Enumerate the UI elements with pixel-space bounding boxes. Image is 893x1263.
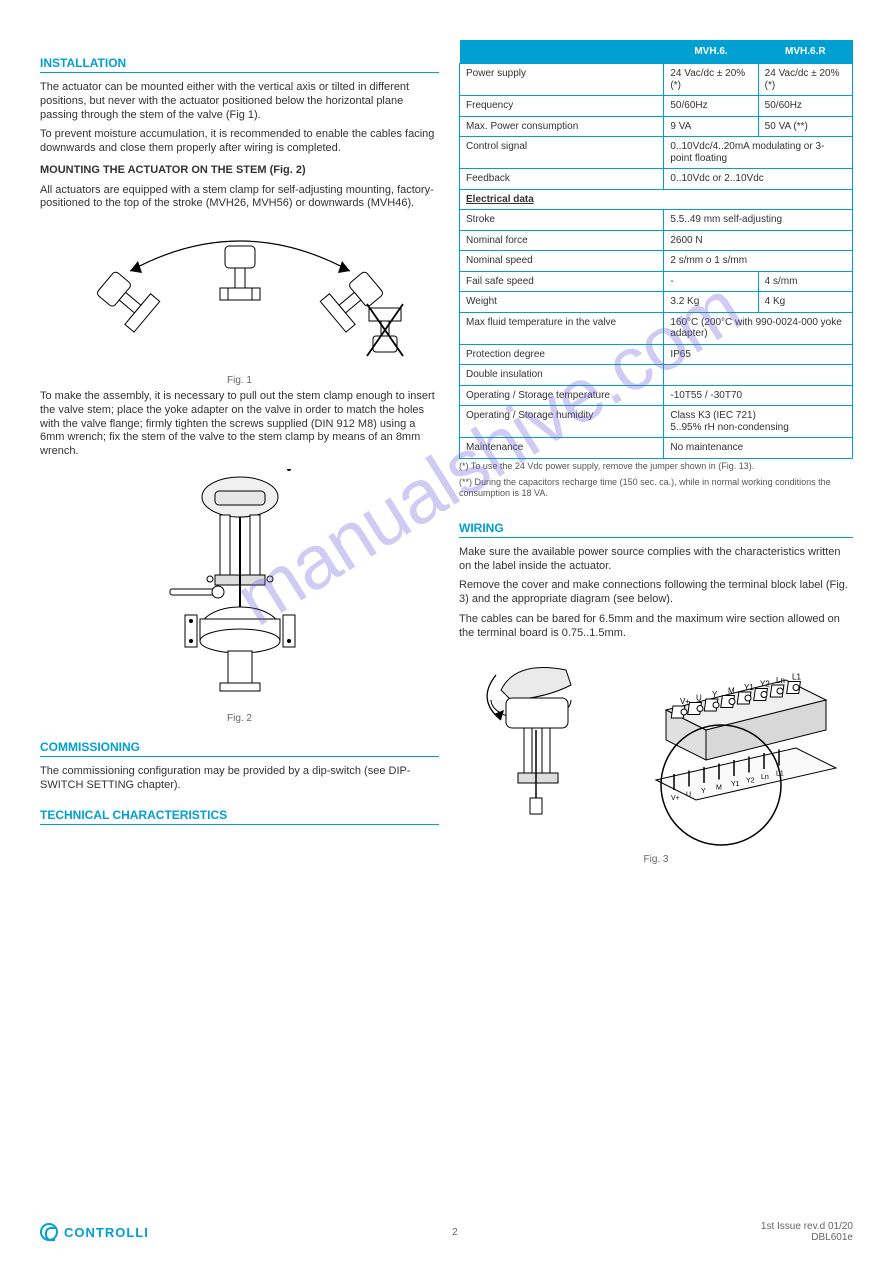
table-row-label: Fail safe speed	[460, 271, 664, 292]
commissioning-heading: COMMISSIONING	[40, 738, 439, 757]
fig3-svg: V+ U Y M Y1 Y2 Ln L1 V+ U Y M Y1 Y2 Ln L1	[466, 650, 846, 850]
table-row-v2: 50/60Hz	[758, 96, 852, 117]
th-mvh6r: MVH.6.R	[758, 40, 852, 64]
table-row-value: No maintenance	[664, 438, 853, 459]
table-row-label: Stroke	[460, 210, 664, 231]
para-wiring-2: Remove the cover and make connections fo…	[459, 579, 853, 607]
table-row-value: IP65	[664, 344, 853, 365]
table-row-label: Nominal force	[460, 230, 664, 251]
logo-mark-icon	[40, 1223, 58, 1241]
para-mounting-1: All actuators are equipped with a stem c…	[40, 184, 439, 212]
table-row-label: Max. Power consumption	[460, 116, 664, 137]
para-commissioning: The commissioning configuration may be p…	[40, 765, 439, 793]
table-row-label: Frequency	[460, 96, 664, 117]
table-row-value: 0..10Vdc or 2..10Vdc	[664, 169, 853, 190]
table-row-v1: -	[664, 271, 758, 292]
svg-text:Ln: Ln	[761, 774, 769, 781]
fig1-svg	[70, 221, 410, 371]
th-blank	[460, 40, 664, 64]
table-row-label: Weight	[460, 292, 664, 313]
table-row-label: Control signal	[460, 137, 664, 169]
para-wiring-3: The cables can be bared for 6.5mm and th…	[459, 613, 853, 641]
table-row-v1: 24 Vac/dc ± 20% (*)	[664, 64, 758, 96]
table-row-v1: 3.2 Kg	[664, 292, 758, 313]
figure-3: V+ U Y M Y1 Y2 Ln L1 V+ U Y M Y1 Y2 Ln L1 Fig. 3	[459, 650, 853, 865]
svg-text:M: M	[716, 785, 722, 792]
para-mounting-2: To make the assembly, it is necessary to…	[40, 390, 439, 459]
tech-characteristics-table: MVH.6. MVH.6.R Power supply24 Vac/dc ± 2…	[459, 40, 853, 459]
mounting-subheading: MOUNTING THE ACTUATOR ON THE STEM (Fig. …	[40, 164, 439, 178]
fig2-caption: Fig. 2	[227, 713, 252, 724]
svg-text:Y2: Y2	[760, 680, 770, 689]
table-row-v1: 50/60Hz	[664, 96, 758, 117]
logo-text: CONTROLLI	[64, 1225, 149, 1240]
figure-1: Fig. 1	[40, 221, 439, 386]
table-row-value: -10T55 / -30T70	[664, 385, 853, 406]
table-row-value	[664, 365, 853, 386]
table-row-label: Operating / Storage humidity	[460, 406, 664, 438]
table-row-v2: 24 Vac/dc ± 20% (*)	[758, 64, 852, 96]
table-row-label: Protection degree	[460, 344, 664, 365]
svg-text:U: U	[696, 694, 702, 703]
para-installation-2: To prevent moisture accumulation, it is …	[40, 128, 439, 156]
table-row-label: Power supply	[460, 64, 664, 96]
para-wiring-1: Make sure the available power source com…	[459, 546, 853, 574]
table-footnote-2: (**) During the capacitors recharge time…	[459, 477, 853, 499]
svg-text:M: M	[728, 687, 735, 696]
table-row-v2: 4 s/mm	[758, 271, 852, 292]
svg-text:V+: V+	[671, 795, 680, 802]
table-row-value: 160°C (200°C with 990-0024-000 yoke adap…	[664, 312, 853, 344]
table-row-v2: 50 VA (**)	[758, 116, 852, 137]
svg-text:Y: Y	[701, 788, 706, 795]
wiring-heading: WIRING	[459, 519, 853, 538]
table-row-value: 2 s/mm o 1 s/mm	[664, 251, 853, 272]
table-row-value: 5.5..49 mm self-adjusting	[664, 210, 853, 231]
svg-text:U: U	[686, 792, 691, 799]
table-row-v2: 4 Kg	[758, 292, 852, 313]
doc-code: DBL601e	[761, 1232, 853, 1243]
th-mvh6: MVH.6.	[664, 40, 758, 64]
svg-text:Ln: Ln	[776, 676, 785, 685]
installation-heading: INSTALLATION	[40, 54, 439, 73]
svg-text:Y2: Y2	[746, 778, 755, 785]
table-row-v1: 9 VA	[664, 116, 758, 137]
edition-text: 1st Issue rev.d 01/20	[761, 1221, 853, 1232]
svg-text:L1: L1	[792, 673, 801, 682]
table-row-label: Max fluid temperature in the valve	[460, 312, 664, 344]
fig1-caption: Fig. 1	[227, 375, 252, 386]
svg-text:L1: L1	[776, 771, 784, 778]
table-row-label: Double insulation	[460, 365, 664, 386]
para-installation-1: The actuator can be mounted either with …	[40, 81, 439, 122]
page-footer: CONTROLLI 2 1st Issue rev.d 01/20 DBL601…	[40, 1221, 853, 1243]
svg-text:Y1: Y1	[744, 683, 754, 692]
table-row-label: Operating / Storage temperature	[460, 385, 664, 406]
table-subheader: Electrical data	[460, 189, 853, 210]
svg-text:V+: V+	[680, 697, 690, 706]
table-row-value: Class K3 (IEC 721) 5..95% rH non-condens…	[664, 406, 853, 438]
svg-text:Y1: Y1	[731, 781, 740, 788]
page-number: 2	[452, 1227, 458, 1238]
table-row-value: 0..10Vdc/4..20mA modulating or 3-point f…	[664, 137, 853, 169]
fig2-svg	[140, 469, 340, 709]
table-row-label: Feedback	[460, 169, 664, 190]
table-footnote-1: (*) To use the 24 Vdc power supply, remo…	[459, 461, 853, 472]
table-row-value: 2600 N	[664, 230, 853, 251]
figure-2: Fig. 2	[40, 469, 439, 724]
svg-text:Y: Y	[712, 690, 718, 699]
table-row-label: Nominal speed	[460, 251, 664, 272]
tech-characteristics-heading: TECHNICAL CHARACTERISTICS	[40, 806, 439, 825]
fig3-caption: Fig. 3	[643, 854, 668, 865]
table-row-label: Maintenance	[460, 438, 664, 459]
brand-logo: CONTROLLI	[40, 1223, 149, 1241]
